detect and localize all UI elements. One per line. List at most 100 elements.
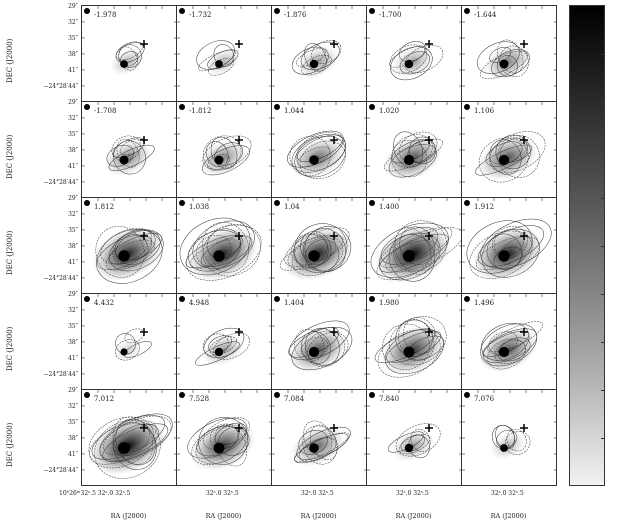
beam-icon <box>369 392 375 398</box>
cross-marker <box>520 424 528 432</box>
dec-tick-label: 41″ <box>68 67 78 74</box>
peak <box>498 250 510 262</box>
cross-marker <box>140 328 148 336</box>
beam-icon <box>84 104 90 110</box>
peak <box>308 250 320 262</box>
beam-icon <box>179 392 185 398</box>
peak <box>120 348 128 356</box>
velocity-label: 4.948 <box>189 299 210 307</box>
beam-icon <box>464 296 470 302</box>
cross-marker <box>140 136 148 144</box>
peak <box>215 60 223 68</box>
peak <box>214 347 224 357</box>
channel-panel: 7.084 <box>271 389 367 486</box>
dec-tick-label: 32″ <box>68 19 78 26</box>
colorbar-tick <box>601 102 604 103</box>
dec-tick-label: −24°28′44″ <box>43 371 78 378</box>
dec-tick-label: 29″ <box>68 195 78 202</box>
ra-tick-label: 32ˢ.0 32ˢ.5 <box>491 490 524 497</box>
channel-panel: 1.044 <box>271 101 367 198</box>
velocity-label: -1.644 <box>474 11 497 19</box>
channel-panel: -1.644 <box>461 5 557 102</box>
dec-tick-label: 29″ <box>68 99 78 106</box>
velocity-label: 7.528 <box>189 395 210 403</box>
channel-panel: -1.876 <box>271 5 367 102</box>
cross-marker <box>140 424 148 432</box>
channel-panel: 4.432 <box>81 293 177 390</box>
channel-panel: 7.076 <box>461 389 557 486</box>
dec-tick-label: 38″ <box>68 339 78 346</box>
dec-tick-label: 32″ <box>68 403 78 410</box>
channel-panel: -1.732 <box>176 5 272 102</box>
dec-axis-label: DEC (J2000) <box>6 326 14 371</box>
dec-tick-label: 38″ <box>68 243 78 250</box>
cross-marker <box>235 424 243 432</box>
beam-icon <box>179 200 185 206</box>
cross-marker <box>425 424 433 432</box>
cross-marker <box>235 232 243 240</box>
cross-marker <box>425 232 433 240</box>
peak <box>403 346 415 358</box>
beam-icon <box>464 392 470 398</box>
dec-tick-label: 35″ <box>68 419 78 426</box>
contour <box>497 135 540 178</box>
beam-icon <box>464 8 470 14</box>
channel-panel: 1.106 <box>461 101 557 198</box>
dec-axis-label: DEC (J2000) <box>6 38 14 83</box>
velocity-label: 1.404 <box>284 299 305 307</box>
beam-icon <box>369 200 375 206</box>
peak <box>118 250 130 262</box>
cross-marker <box>425 40 433 48</box>
peak <box>214 155 224 165</box>
dec-tick-label: 35″ <box>68 227 78 234</box>
cross-marker <box>520 136 528 144</box>
peak <box>500 444 508 452</box>
channel-panel: 1.980 <box>366 293 462 390</box>
contour <box>395 423 441 457</box>
cross-marker <box>330 232 338 240</box>
peak <box>120 60 128 68</box>
beam-icon <box>274 200 280 206</box>
peak <box>119 155 129 165</box>
velocity-label: 1.912 <box>474 203 495 211</box>
velocity-label: -1.978 <box>94 11 117 19</box>
peak <box>308 346 320 358</box>
dec-axis-label: DEC (J2000) <box>6 134 14 179</box>
dec-tick-label: 38″ <box>68 51 78 58</box>
dec-tick-label: 41″ <box>68 163 78 170</box>
dec-tick-label: −24°28′44″ <box>43 275 78 282</box>
channel-panel: 1.038 <box>176 197 272 294</box>
beam-icon <box>179 296 185 302</box>
dec-tick-label: 32″ <box>68 211 78 218</box>
cross-marker <box>330 328 338 336</box>
contour <box>398 131 438 163</box>
beam-icon <box>369 296 375 302</box>
peak <box>404 59 414 69</box>
velocity-label: -1.732 <box>189 11 212 19</box>
peak <box>404 443 414 453</box>
channel-panel: -1.700 <box>366 5 462 102</box>
channel-panel: 1.04 <box>271 197 367 294</box>
colorbar-tick <box>601 342 604 343</box>
beam-icon <box>464 104 470 110</box>
velocity-label: 1.980 <box>379 299 400 307</box>
ra-axis-label: RA (J2000) <box>205 512 242 520</box>
beam-icon <box>84 200 90 206</box>
peak <box>309 443 319 453</box>
dec-tick-label: 35″ <box>68 323 78 330</box>
beam-icon <box>274 296 280 302</box>
ra-tick-label: 32ˢ.0 32ˢ.5 <box>206 490 239 497</box>
velocity-label: -1.708 <box>94 107 117 115</box>
dec-tick-label: 35″ <box>68 131 78 138</box>
velocity-label: 1.04 <box>284 203 300 211</box>
beam-icon <box>179 104 185 110</box>
velocity-label: 7.012 <box>94 395 115 403</box>
dec-tick-label: 41″ <box>68 355 78 362</box>
velocity-label: 7.840 <box>379 395 400 403</box>
ra-tick-label: 32ˢ.0 32ˢ.5 <box>301 490 334 497</box>
beam-icon <box>84 296 90 302</box>
colorbar-tick <box>601 198 604 199</box>
peak <box>213 442 225 454</box>
peak <box>213 250 225 262</box>
beam-icon <box>464 200 470 206</box>
